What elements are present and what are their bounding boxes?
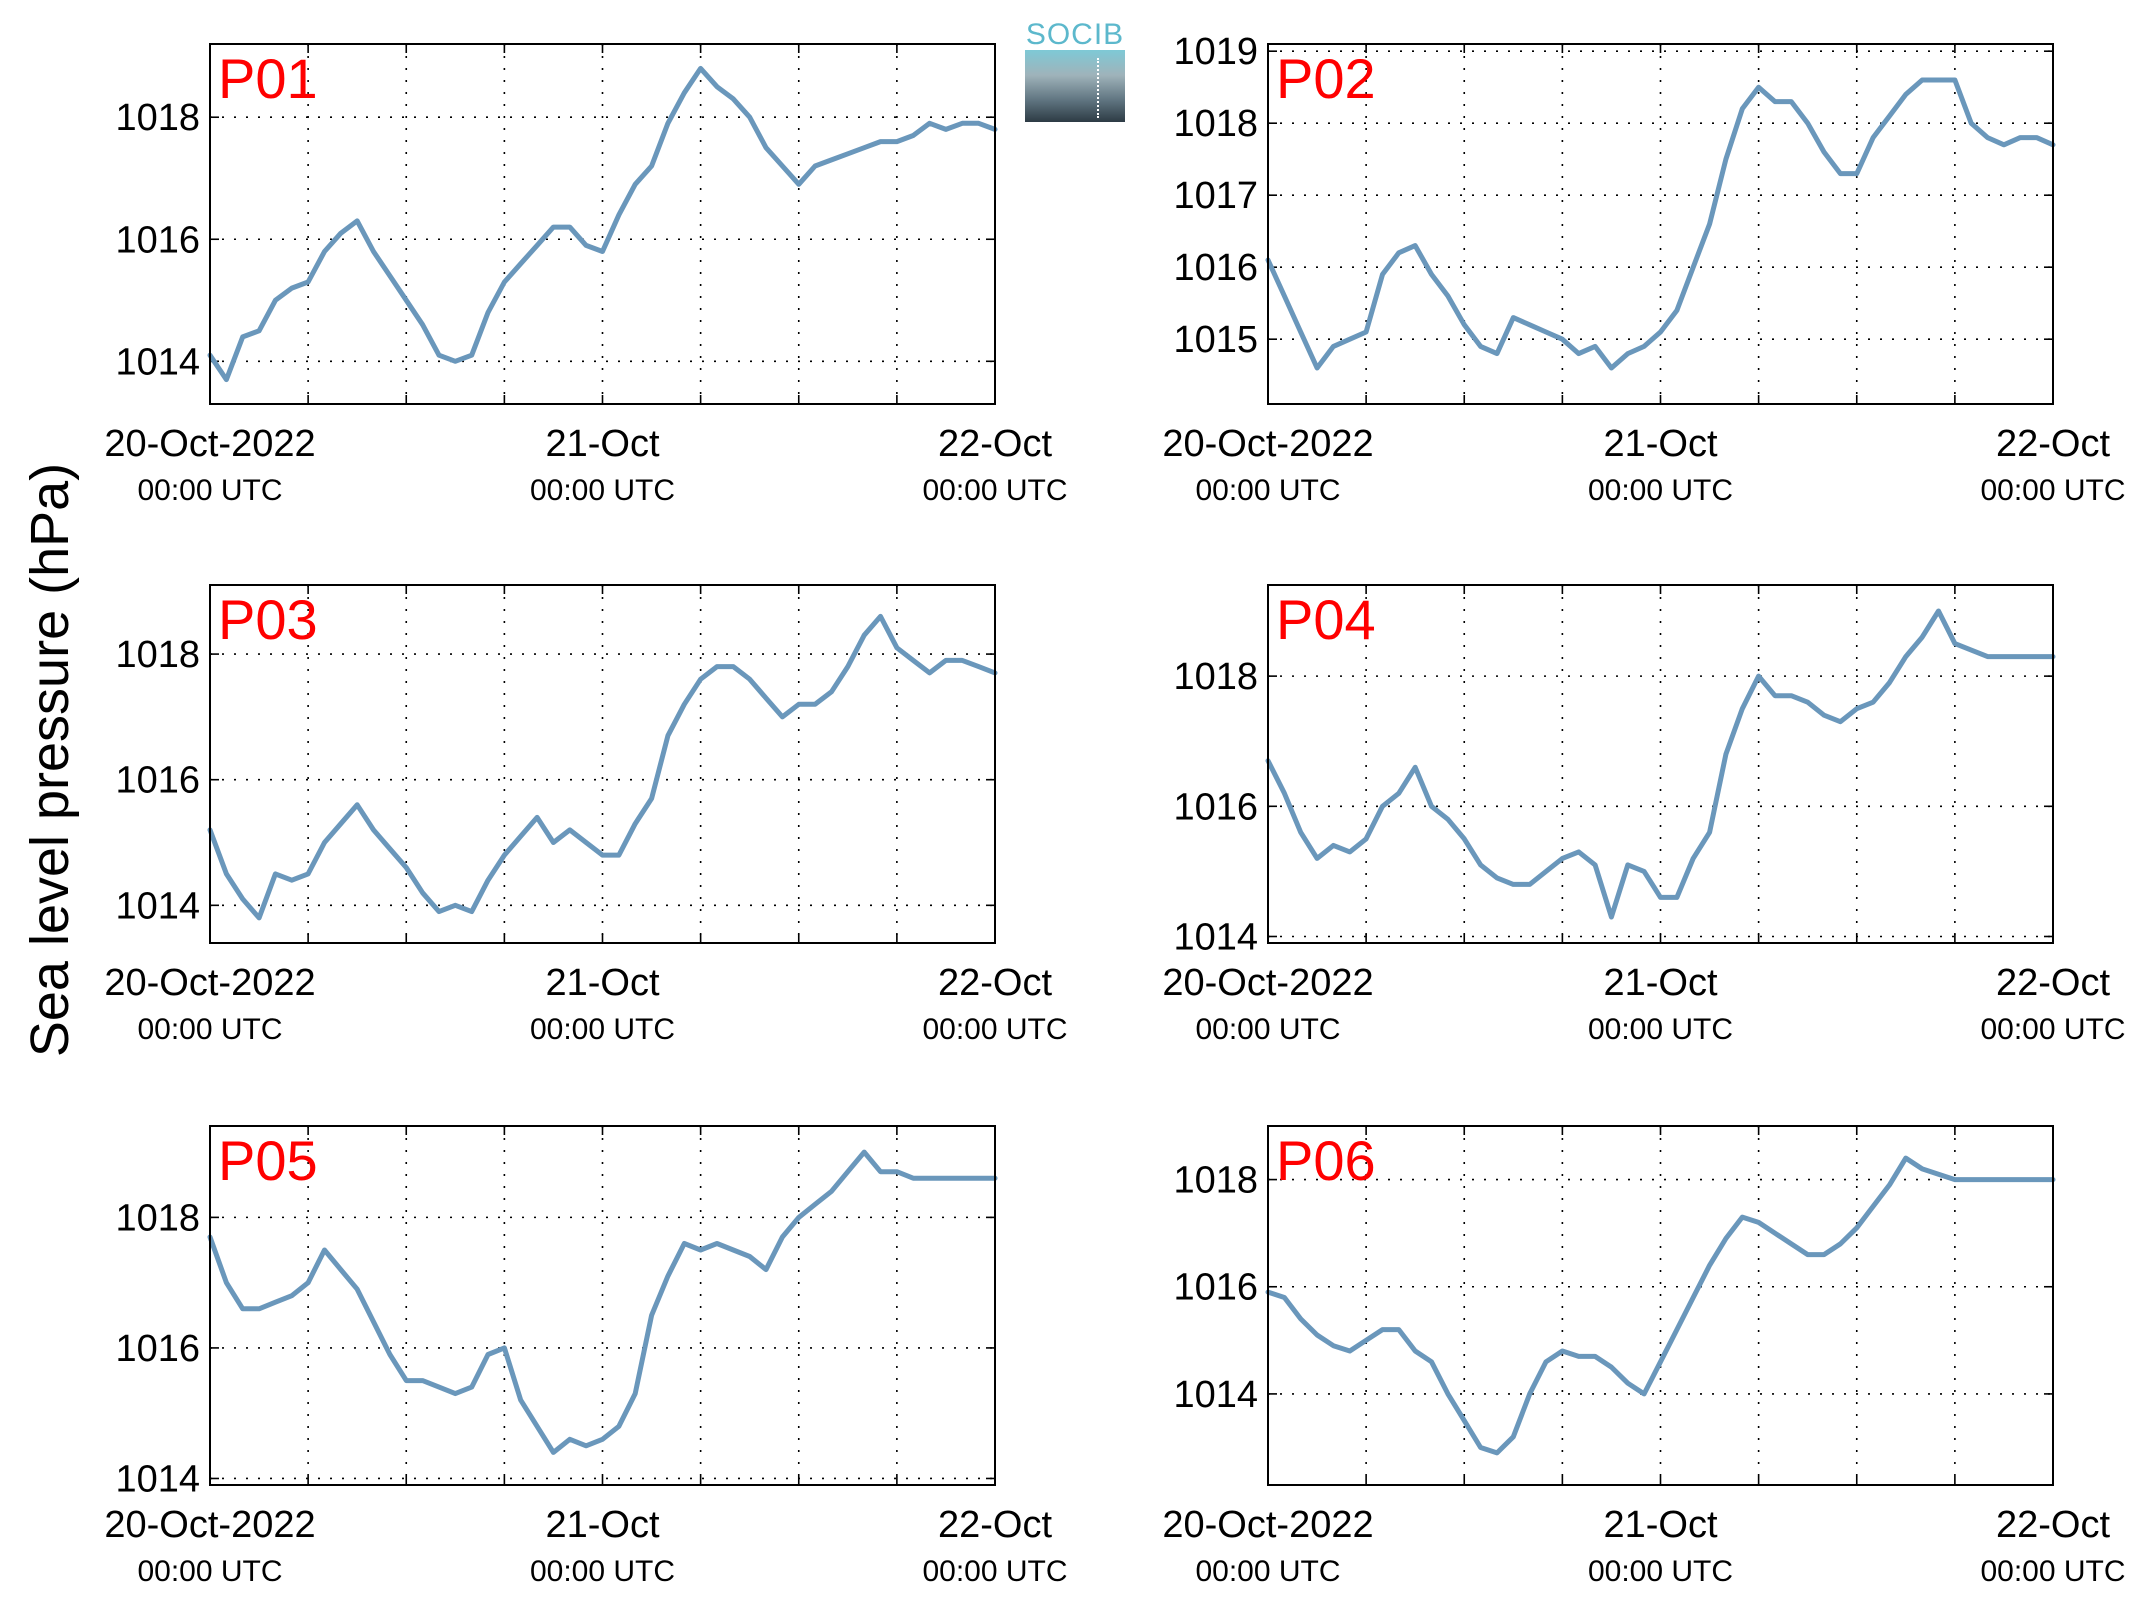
plot-frame [209, 43, 996, 405]
x-tick-sublabel: 00:00 UTC [1588, 474, 1733, 507]
y-tick-label: 1016 [1173, 786, 1258, 828]
y-tick-label: 1014 [115, 885, 200, 927]
logo-text: SOCIB [1025, 18, 1125, 51]
plot-frame [209, 1125, 996, 1486]
station-label: P06 [1276, 1129, 1376, 1192]
x-tick-label: 21-Oct [545, 423, 659, 465]
y-tick-label: 1018 [115, 1197, 200, 1239]
y-tick-label: 1016 [1173, 1267, 1258, 1309]
x-tick-sublabel: 00:00 UTC [1980, 1555, 2125, 1588]
y-tick-label: 1014 [115, 1458, 200, 1500]
x-tick-sublabel: 00:00 UTC [1980, 1013, 2125, 1046]
y-tick-label: 1018 [1173, 1160, 1258, 1202]
x-tick-label: 21-Oct [1603, 962, 1717, 1004]
x-tick-label: 22-Oct [1996, 962, 2110, 1004]
x-tick-label: 22-Oct [938, 423, 1052, 465]
series-line [1265, 77, 2056, 371]
x-tick-sublabel: 00:00 UTC [1195, 1013, 1340, 1046]
plot-frame [1267, 43, 2054, 405]
series-line [207, 613, 998, 921]
x-tick-sublabel: 00:00 UTC [137, 1013, 282, 1046]
y-tick-label: 1014 [1173, 1374, 1258, 1416]
station-label: P01 [218, 47, 318, 110]
x-tick-label: 20-Oct-2022 [104, 1504, 315, 1546]
y-tick-label: 1018 [1173, 656, 1258, 698]
x-tick-sublabel: 00:00 UTC [1588, 1555, 1733, 1588]
x-tick-sublabel: 00:00 UTC [1195, 1555, 1340, 1588]
station-label: P02 [1276, 47, 1376, 110]
x-tick-sublabel: 00:00 UTC [530, 1013, 675, 1046]
x-tick-sublabel: 00:00 UTC [530, 474, 675, 507]
y-tick-label: 1016 [115, 219, 200, 261]
x-tick-label: 20-Oct-2022 [1162, 423, 1373, 465]
x-tick-sublabel: 00:00 UTC [137, 474, 282, 507]
logo-dots [1097, 58, 1101, 118]
x-tick-label: 21-Oct [545, 1504, 659, 1546]
plot-frame [1267, 584, 2054, 944]
x-tick-label: 20-Oct-2022 [1162, 1504, 1373, 1546]
y-tick-label: 1017 [1173, 175, 1258, 217]
x-tick-label: 21-Oct [545, 962, 659, 1004]
x-tick-sublabel: 00:00 UTC [1980, 474, 2125, 507]
plot-frame [209, 584, 996, 944]
y-tick-label: 1019 [1173, 31, 1258, 73]
panel-p01: 1014 1016 1018 P01 20-Oct-2022 00:00 UTC 21-Oc… [104, 43, 1068, 507]
x-tick-label: 20-Oct-2022 [104, 962, 315, 1004]
x-tick-sublabel: 00:00 UTC [530, 1555, 675, 1588]
x-tick-label: 22-Oct [1996, 423, 2110, 465]
series-line [207, 1149, 998, 1455]
panel-p06: 1014 1016 1018 P06 20-Oct-2022 00:00 UTC 21-Oc… [1162, 1125, 2126, 1588]
x-tick-sublabel: 00:00 UTC [922, 1013, 1067, 1046]
series-line [1265, 608, 2056, 920]
y-tick-label: 1014 [1173, 916, 1258, 958]
station-label: P04 [1276, 588, 1376, 651]
logo-mark [1025, 50, 1125, 122]
series-line [207, 65, 998, 383]
station-label: P05 [218, 1129, 318, 1192]
y-tick-label: 1018 [1173, 103, 1258, 145]
y-tick-label: 1014 [115, 341, 200, 383]
x-tick-label: 22-Oct [938, 1504, 1052, 1546]
y-tick-label: 1016 [115, 760, 200, 802]
x-tick-label: 21-Oct [1603, 423, 1717, 465]
x-tick-label: 22-Oct [1996, 1504, 2110, 1546]
y-tick-label: 1015 [1173, 319, 1258, 361]
panel-p04: 1014 1016 1018 P04 20-Oct-2022 00:00 UTC 21-Oc… [1162, 584, 2126, 1046]
panel-p03: 1014 1016 1018 P03 20-Oct-2022 00:00 UTC 21-Oc… [104, 584, 1068, 1046]
socib-logo: SOCIB [1025, 18, 1125, 122]
x-tick-sublabel: 00:00 UTC [1588, 1013, 1733, 1046]
plot-frame [1267, 1125, 2054, 1486]
panel-p02: 1015 1016 1017 1018 1019 P02 20-Oct-2022 00:00 … [1162, 31, 2125, 507]
panel-p05: 1014 1016 1018 P05 20-Oct-2022 00:00 UTC 21-Oc… [104, 1125, 1068, 1588]
y-tick-label: 1016 [1173, 247, 1258, 289]
x-tick-label: 20-Oct-2022 [104, 423, 315, 465]
x-tick-label: 22-Oct [938, 962, 1052, 1004]
x-tick-label: 20-Oct-2022 [1162, 962, 1373, 1004]
x-tick-sublabel: 00:00 UTC [922, 1555, 1067, 1588]
x-tick-sublabel: 00:00 UTC [922, 474, 1067, 507]
y-tick-label: 1016 [115, 1328, 200, 1370]
x-tick-label: 21-Oct [1603, 1504, 1717, 1546]
x-tick-sublabel: 00:00 UTC [137, 1555, 282, 1588]
y-tick-label: 1018 [115, 634, 200, 676]
y-tick-label: 1018 [115, 97, 200, 139]
series-line [1265, 1155, 2056, 1456]
x-tick-sublabel: 00:00 UTC [1195, 474, 1340, 507]
station-label: P03 [218, 588, 318, 651]
